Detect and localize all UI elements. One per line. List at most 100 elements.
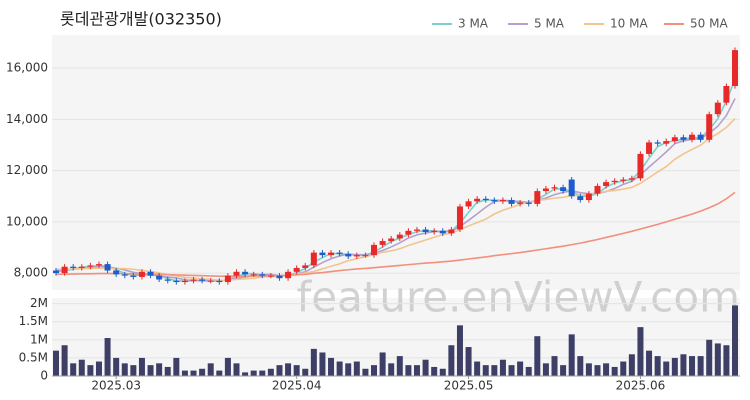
volume-bar: [371, 365, 378, 376]
candle-body: [61, 266, 68, 274]
volume-bar: [53, 350, 59, 376]
volume-bar: [646, 350, 653, 376]
volume-bar: [216, 370, 223, 376]
volume-bar: [78, 359, 85, 376]
volume-bar: [70, 363, 77, 376]
volume-bar: [732, 305, 738, 376]
volume-bar: [130, 365, 137, 376]
candle-body: [508, 200, 515, 204]
y-tick-label: 2M: [30, 296, 48, 310]
candle-body: [413, 229, 420, 231]
candle-body: [104, 264, 111, 271]
chart-title: 롯데관광개발(032350): [60, 10, 222, 29]
volume-bar: [491, 365, 498, 376]
candle-body: [173, 280, 180, 283]
candle-body: [319, 252, 326, 256]
legend-label: 10 MA: [610, 17, 648, 31]
candle-body: [456, 206, 463, 230]
volume-bar: [276, 365, 283, 376]
candle-body: [585, 193, 592, 201]
candle-body: [379, 241, 386, 245]
volume-bar: [439, 368, 446, 376]
volume-bar: [654, 356, 661, 376]
volume-bar: [61, 345, 68, 376]
volume-bar: [156, 363, 163, 376]
price-plot-area: [52, 35, 740, 290]
candle-body: [345, 253, 352, 257]
volume-bar: [396, 356, 403, 376]
volume-bar: [95, 361, 102, 376]
candle-body: [302, 265, 309, 268]
volume-bar: [499, 359, 506, 376]
volume-bar: [482, 365, 489, 376]
candle-body: [542, 188, 549, 192]
candle-body: [293, 267, 300, 272]
candle-body: [723, 86, 730, 103]
volume-bar: [689, 356, 696, 376]
candle-body: [663, 141, 670, 144]
legend-label: 3 MA: [458, 17, 489, 31]
legend-label: 50 MA: [690, 17, 728, 31]
candle-body: [474, 198, 481, 202]
volume-bar: [577, 356, 584, 376]
volume-bar: [620, 361, 627, 376]
volume-bar: [362, 368, 369, 376]
candle-body: [439, 230, 446, 234]
volume-bar: [413, 365, 420, 376]
y-tick-label: 0.5M: [19, 350, 48, 364]
y-tick-label: 12,000: [6, 163, 48, 177]
volume-bar: [285, 363, 292, 376]
volume-bar: [388, 363, 395, 376]
y-tick-label: 1.5M: [19, 314, 48, 328]
volume-bar: [302, 368, 309, 376]
volume-bar: [224, 357, 231, 376]
volume-bar: [671, 357, 678, 376]
candle-body: [224, 275, 231, 283]
volume-bar: [551, 356, 558, 376]
ma-line: [55, 191, 736, 277]
candle-body: [328, 252, 335, 256]
candle-body: [164, 279, 171, 281]
volume-bar: [456, 325, 463, 376]
volume-bar: [319, 352, 326, 376]
candle-body: [113, 270, 120, 275]
candle-body: [491, 200, 498, 202]
x-tick-label: 2025.04: [272, 379, 322, 393]
volume-bar: [199, 368, 206, 376]
volume-bar: [190, 370, 197, 376]
volume-bar: [242, 372, 249, 376]
candle-body: [628, 178, 635, 180]
volume-bar: [345, 363, 352, 376]
candle-body: [362, 255, 369, 257]
candle-body: [671, 137, 678, 142]
candle-body: [465, 201, 472, 207]
volume-bar: [310, 348, 317, 376]
candle-body: [53, 270, 59, 274]
candle-body: [620, 179, 627, 181]
candle-body: [431, 230, 438, 233]
candle-body: [706, 114, 713, 140]
volume-bar: [181, 370, 188, 376]
y-tick-label: 0: [40, 369, 48, 383]
candle-body: [276, 275, 283, 279]
candle-body: [78, 266, 85, 268]
volume-bar: [422, 359, 429, 376]
candle-body: [199, 279, 206, 281]
candle-body: [310, 252, 317, 266]
candle-body: [216, 280, 223, 283]
ma-line: [55, 98, 736, 282]
watermark: feature.enViewV.com: [297, 273, 740, 322]
candle-body: [499, 200, 506, 202]
volume-bar: [594, 365, 601, 376]
candle-body: [448, 229, 455, 234]
candle-body: [646, 142, 653, 154]
volume-bar: [465, 347, 472, 376]
volume-bar: [164, 366, 171, 376]
volume-bar: [585, 363, 592, 376]
y-tick-label: 10,000: [6, 214, 48, 228]
volume-bar: [628, 354, 635, 376]
volume-bar: [517, 361, 524, 376]
candle-body: [190, 279, 197, 281]
legend-label: 5 MA: [534, 17, 565, 31]
